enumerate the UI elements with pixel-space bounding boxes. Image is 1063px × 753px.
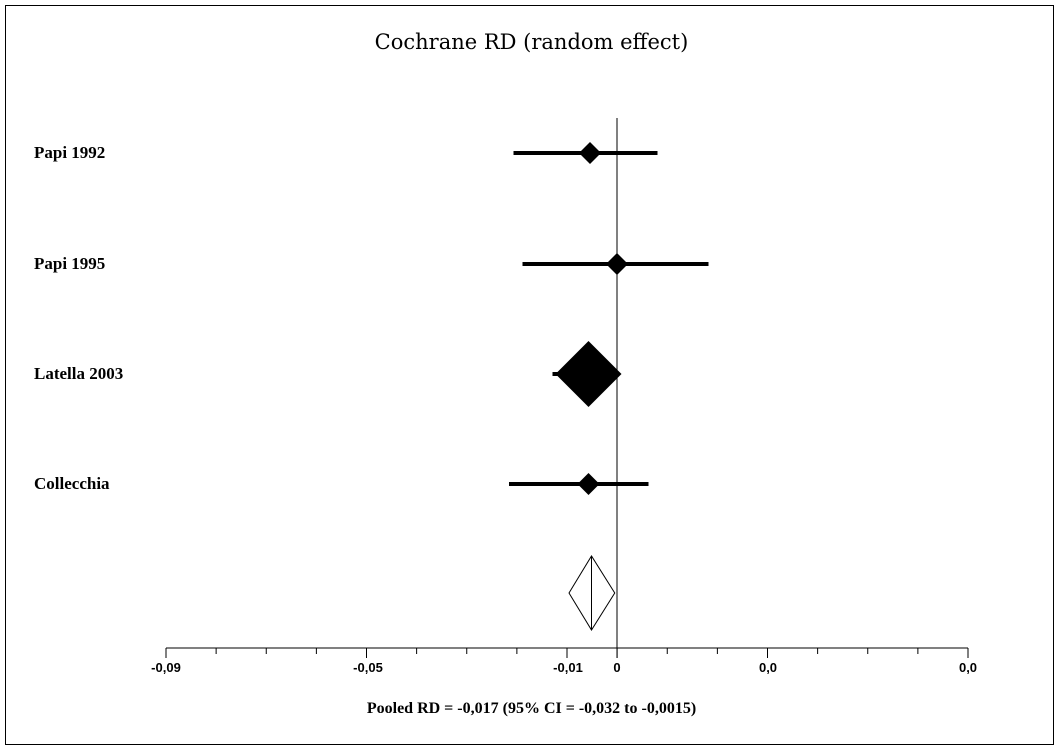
pooled-diamond	[568, 555, 616, 631]
study-label-papi-1995: Papi 1995	[34, 254, 106, 273]
point-estimate-papi-1995	[606, 253, 628, 275]
point-estimate-latella-2003	[555, 341, 622, 407]
study-label-latella-2003: Latella 2003	[34, 364, 124, 383]
study-label-collecchia: Collecchia	[34, 474, 110, 493]
x-tick-label: -0,01	[553, 660, 583, 675]
x-tick-label: 0,0	[758, 660, 778, 675]
x-tick-label: 0	[613, 660, 621, 675]
point-estimate-papi-1992	[579, 142, 601, 164]
chart-frame	[5, 5, 1054, 745]
x-tick-label: -0,09	[151, 660, 181, 675]
x-tick-label: -0,05	[353, 660, 383, 675]
pooled-summary: Pooled RD = -0,017 (95% CI = -0,032 to -…	[366, 700, 697, 717]
point-estimate-collecchia	[577, 473, 600, 495]
x-tick-label: 0,0	[958, 660, 978, 675]
study-label-papi-1992: Papi 1992	[34, 143, 106, 162]
chart-title: Cochrane RD (random effect)	[374, 30, 689, 54]
